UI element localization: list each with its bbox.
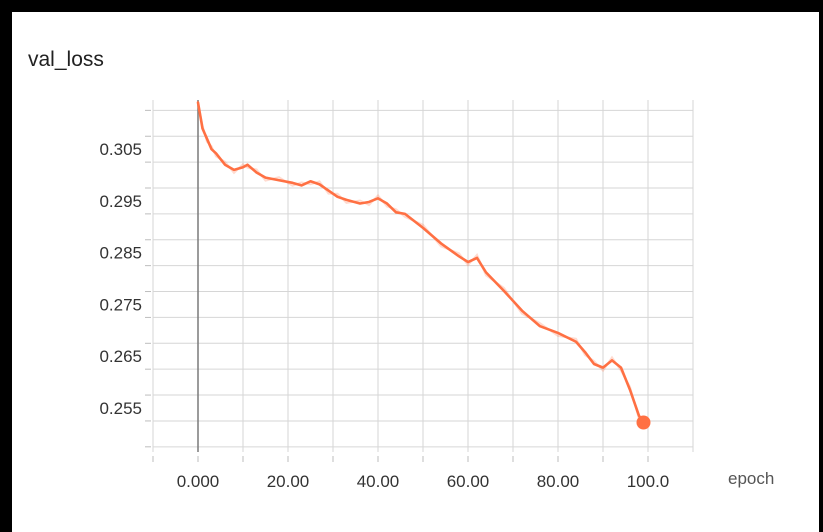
x-axis-label: epoch <box>728 469 774 488</box>
x-tick-label: 40.00 <box>357 472 400 491</box>
x-tick-label: 80.00 <box>537 472 580 491</box>
y-tick-label: 0.285 <box>99 244 142 263</box>
plot-area <box>196 101 651 430</box>
tick-labels: 0.305 0.295 0.285 0.275 0.265 0.255 0.000 20.00… <box>99 140 669 491</box>
series-last-point <box>636 415 651 430</box>
y-tick-label: 0.295 <box>99 192 142 211</box>
series-raw-line <box>197 102 645 424</box>
chart-card: val_loss <box>12 12 819 532</box>
x-tick-label: 60.00 <box>447 472 490 491</box>
y-tick-label: 0.275 <box>99 295 142 314</box>
y-tick-label: 0.305 <box>99 140 142 159</box>
y-tick-label: 0.255 <box>99 399 142 418</box>
x-tick-label: 100.0 <box>627 472 670 491</box>
x-tick-label: 20.00 <box>267 472 310 491</box>
chart-title: val_loss <box>28 48 104 71</box>
grid <box>145 100 694 462</box>
series-line <box>196 101 645 424</box>
x-tick-label: 0.000 <box>177 472 220 491</box>
y-tick-label: 0.265 <box>99 347 142 366</box>
